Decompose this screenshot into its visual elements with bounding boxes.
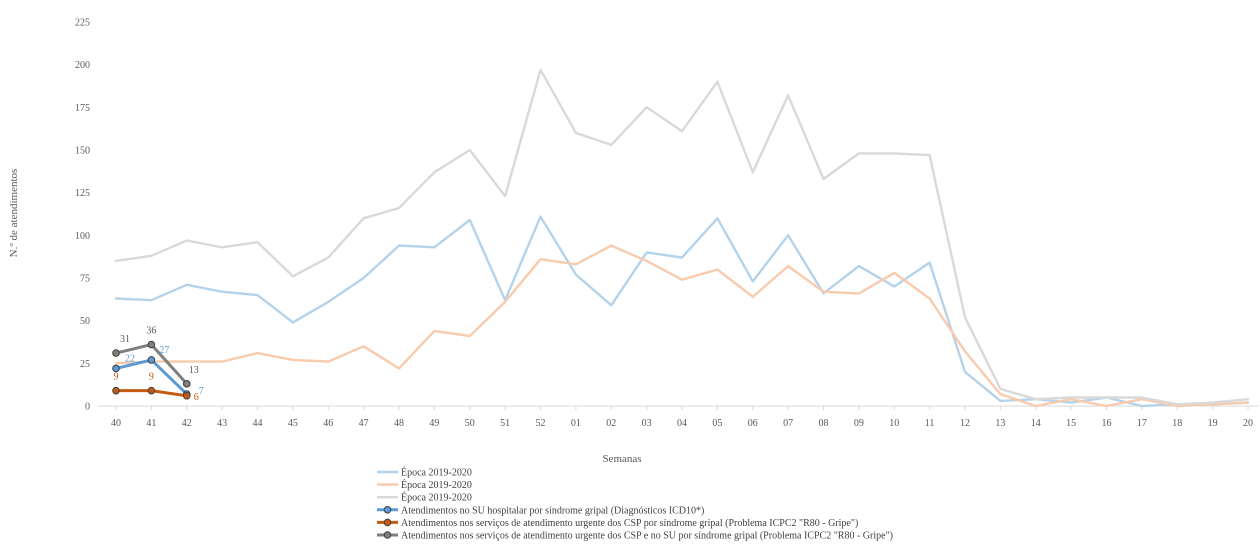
- x-tick-label: 07: [783, 418, 793, 429]
- y-axis-ticks: 0 25 50 75 100 125 150 175 200 225: [75, 18, 90, 413]
- legend-marker: [383, 506, 392, 514]
- data-point: [147, 356, 156, 364]
- x-tick-label: 11: [925, 418, 935, 429]
- x-axis-title: Semanas: [602, 453, 641, 465]
- legend-label: Atendimentos nos serviços de atendimento…: [401, 518, 858, 529]
- y-tick-label: 0: [85, 402, 90, 413]
- x-tick-label: 02: [606, 418, 616, 429]
- x-tick-label: 52: [536, 418, 546, 429]
- data-point: [112, 386, 120, 395]
- y-axis-title: N.º de atendimentos: [8, 169, 20, 258]
- y-tick-label: 100: [75, 231, 90, 242]
- x-tick-label: 14: [1031, 418, 1041, 429]
- x-tick-label: 47: [359, 418, 369, 429]
- x-tick-label: 18: [1172, 418, 1182, 429]
- x-tick-label: 04: [677, 418, 687, 429]
- x-axis-ticks: 40 41 42 43 44 45 46 47 48 49 50 51 52 01 02 03 04 05 06 07…: [111, 406, 1253, 429]
- data-label: 9: [114, 372, 119, 383]
- x-tick-label: 49: [429, 418, 439, 429]
- data-label: 36: [146, 326, 156, 337]
- data-point: [182, 380, 191, 388]
- x-tick-label: 45: [288, 418, 298, 429]
- y-tick-label: 150: [75, 146, 90, 157]
- x-tick-label: 41: [146, 418, 156, 429]
- x-tick-label: 16: [1102, 418, 1112, 429]
- x-tick-label: 10: [889, 418, 899, 429]
- x-tick-label: 20: [1243, 418, 1253, 429]
- y-tick-label: 225: [75, 18, 90, 29]
- series-line: [114, 68, 1250, 406]
- y-tick-label: 25: [80, 359, 90, 370]
- y-tick-label: 125: [75, 188, 90, 199]
- y-tick-label: 200: [75, 60, 90, 71]
- x-tick-label: 13: [995, 418, 1005, 429]
- x-tick-label: 48: [394, 418, 404, 429]
- legend-label: Época 2019-2020: [401, 479, 472, 491]
- x-tick-label: 46: [323, 418, 333, 429]
- legend-label: Atendimentos nos serviços de atendimento…: [401, 531, 893, 542]
- x-tick-label: 05: [712, 418, 722, 429]
- data-label: 22: [125, 353, 135, 364]
- data-point: [147, 340, 156, 349]
- y-tick-label: 175: [75, 103, 90, 114]
- x-tick-label: 42: [182, 418, 192, 429]
- data-label: 27: [159, 345, 169, 356]
- x-tick-label: 19: [1208, 418, 1218, 429]
- legend-label: Atendimentos no SU hospitalar por síndro…: [401, 505, 704, 516]
- data-point: [147, 386, 156, 395]
- legend-label: Época 2019-2020: [401, 467, 472, 479]
- x-tick-label: 15: [1066, 418, 1076, 429]
- legend-label: Época 2019-2020: [401, 492, 472, 504]
- x-tick-label: 08: [819, 418, 829, 429]
- x-tick-label: 17: [1137, 418, 1147, 429]
- x-tick-label: 12: [960, 418, 970, 429]
- x-tick-label: 44: [253, 418, 263, 429]
- data-label: 13: [189, 365, 199, 376]
- data-point: [112, 364, 120, 373]
- legend-marker: [383, 518, 392, 527]
- x-tick-label: 51: [500, 418, 510, 429]
- legend-marker: [383, 531, 392, 539]
- series-line: [114, 215, 1250, 408]
- plot-area: 22 27 7 9 9 6 31 36 13: [112, 68, 1250, 408]
- data-label: 7: [199, 386, 204, 397]
- data-point: [182, 391, 191, 400]
- x-tick-label: 06: [748, 418, 758, 429]
- y-tick-label: 75: [80, 274, 90, 285]
- data-label: 31: [120, 334, 130, 345]
- x-tick-label: 09: [854, 418, 864, 429]
- x-tick-label: 03: [642, 418, 652, 429]
- y-tick-label: 50: [80, 316, 90, 327]
- series-line: [114, 244, 1250, 408]
- data-label: 6: [194, 392, 199, 403]
- x-tick-label: 40: [111, 418, 121, 429]
- data-label: 9: [149, 372, 154, 383]
- x-tick-label: 01: [571, 418, 581, 429]
- x-tick-label: 43: [217, 418, 227, 429]
- x-tick-label: 50: [465, 418, 475, 429]
- data-point: [112, 349, 120, 357]
